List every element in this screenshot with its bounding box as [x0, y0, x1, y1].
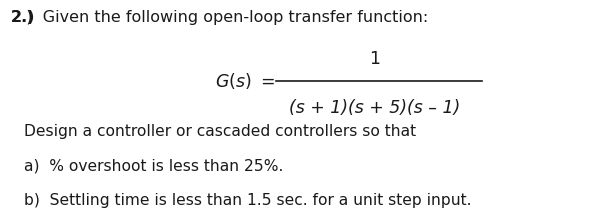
Text: 2.) Given the following open-loop transfer function:: 2.) Given the following open-loop transf…	[11, 10, 423, 25]
Text: a)  % overshoot is less than 25%.: a) % overshoot is less than 25%.	[24, 159, 284, 174]
Text: b)  Settling time is less than 1.5 sec. for a unit step input.: b) Settling time is less than 1.5 sec. f…	[24, 193, 471, 208]
Text: (s + 1)(s + 5)(s – 1): (s + 1)(s + 5)(s – 1)	[289, 99, 460, 117]
Text: 1: 1	[369, 50, 380, 68]
Text: Design a controller or cascaded controllers so that: Design a controller or cascaded controll…	[24, 124, 416, 139]
Text: $G(s)\ =$: $G(s)\ =$	[215, 71, 275, 91]
Text: 2.)  Given the following open-loop transfer function:: 2.) Given the following open-loop transf…	[11, 10, 428, 25]
Text: 2.): 2.)	[11, 10, 35, 25]
